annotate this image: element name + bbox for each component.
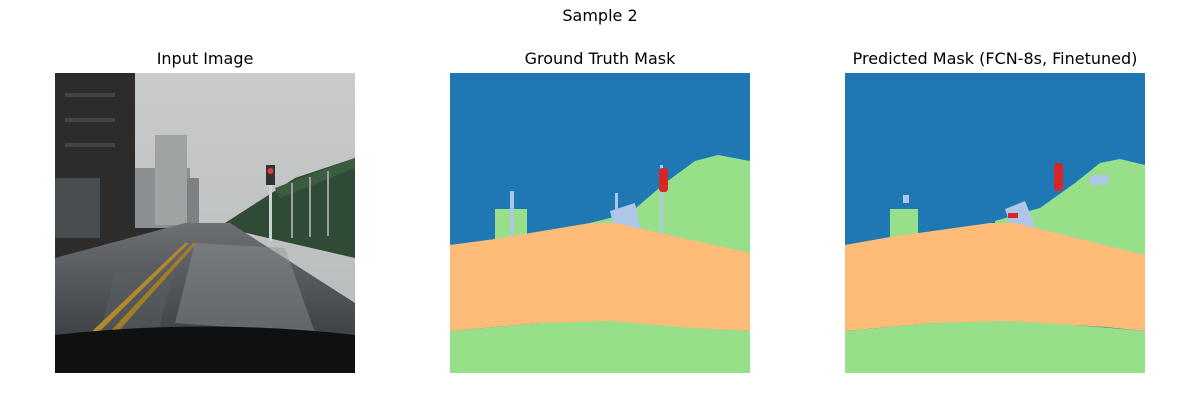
predicted-mask-title: Predicted Mask (FCN-8s, Finetuned) — [852, 49, 1138, 68]
figure-suptitle: Sample 2 — [562, 6, 638, 25]
input-image — [55, 73, 355, 373]
ground-truth-title: Ground Truth Mask — [524, 49, 676, 68]
predicted-mask — [845, 73, 1145, 373]
ground-truth-mask — [450, 73, 750, 373]
input-image-title: Input Image — [156, 49, 254, 68]
